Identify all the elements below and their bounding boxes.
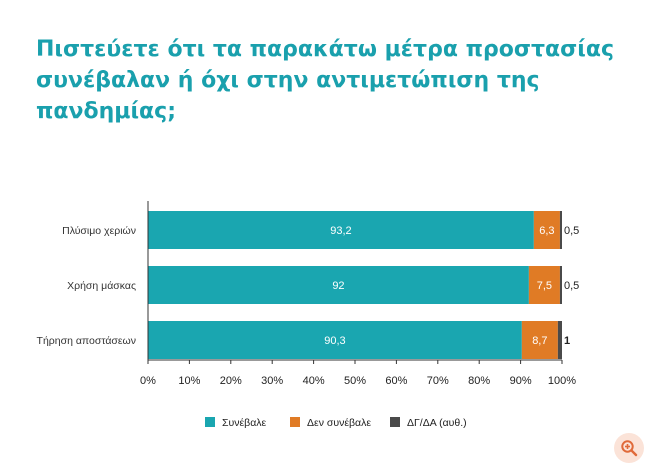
x-tick-label: 10%	[178, 375, 200, 387]
data-label: 8,7	[532, 335, 547, 347]
data-label: 0,5	[564, 280, 579, 292]
x-tick-label: 0%	[140, 375, 156, 387]
data-label: 7,5	[537, 280, 552, 292]
data-label: 0,5	[564, 225, 579, 237]
legend-swatch	[290, 417, 300, 427]
legend-swatch	[390, 417, 400, 427]
bar-segment	[557, 321, 562, 359]
legend-label: ΔΓ/ΔΑ (αυθ.)	[407, 417, 467, 429]
bar-segment	[148, 211, 534, 249]
bar-segment	[533, 211, 560, 249]
legend-label: Συνέβαλε	[222, 417, 267, 429]
category-label: Χρήση μάσκας	[67, 280, 136, 292]
category-label: Τήρηση αποστάσεων	[37, 335, 136, 347]
data-label: 93,2	[330, 225, 351, 237]
x-tick-label: 90%	[510, 375, 532, 387]
bar-segment	[528, 266, 560, 304]
x-tick-label: 50%	[344, 375, 366, 387]
chart-title-line-1: Πιστεύετε ότι τα παρακάτω μέτρα προστασί…	[36, 37, 615, 62]
legend-swatch	[205, 417, 215, 427]
chart-title: Πιστεύετε ότι τα παρακάτω μέτρα προστασί…	[36, 34, 626, 127]
legend-label: Δεν συνέβαλε	[307, 417, 371, 429]
x-tick-label: 70%	[427, 375, 449, 387]
category-label: Πλύσιμο χεριών	[62, 225, 136, 237]
bar-segment	[148, 266, 529, 304]
data-label: 1	[564, 335, 570, 347]
chart-title-line-2: συνέβαλαν ή όχι στην αντιμετώπιση της πα…	[36, 68, 540, 124]
data-label: 90,3	[324, 335, 345, 347]
bar-segment	[148, 321, 522, 359]
x-tick-label: 100%	[548, 375, 576, 387]
zoom-in-icon	[621, 440, 638, 457]
data-label: 6,3	[539, 225, 554, 237]
zoom-button[interactable]	[614, 433, 644, 463]
x-tick-label: 80%	[468, 375, 490, 387]
data-label: 92	[332, 280, 344, 292]
bar-segment	[559, 211, 562, 249]
bar-segment	[559, 266, 562, 304]
x-tick-label: 20%	[220, 375, 242, 387]
x-tick-label: 30%	[261, 375, 283, 387]
x-tick-label: 60%	[385, 375, 407, 387]
x-tick-label: 40%	[303, 375, 325, 387]
bar-segment	[521, 321, 558, 359]
